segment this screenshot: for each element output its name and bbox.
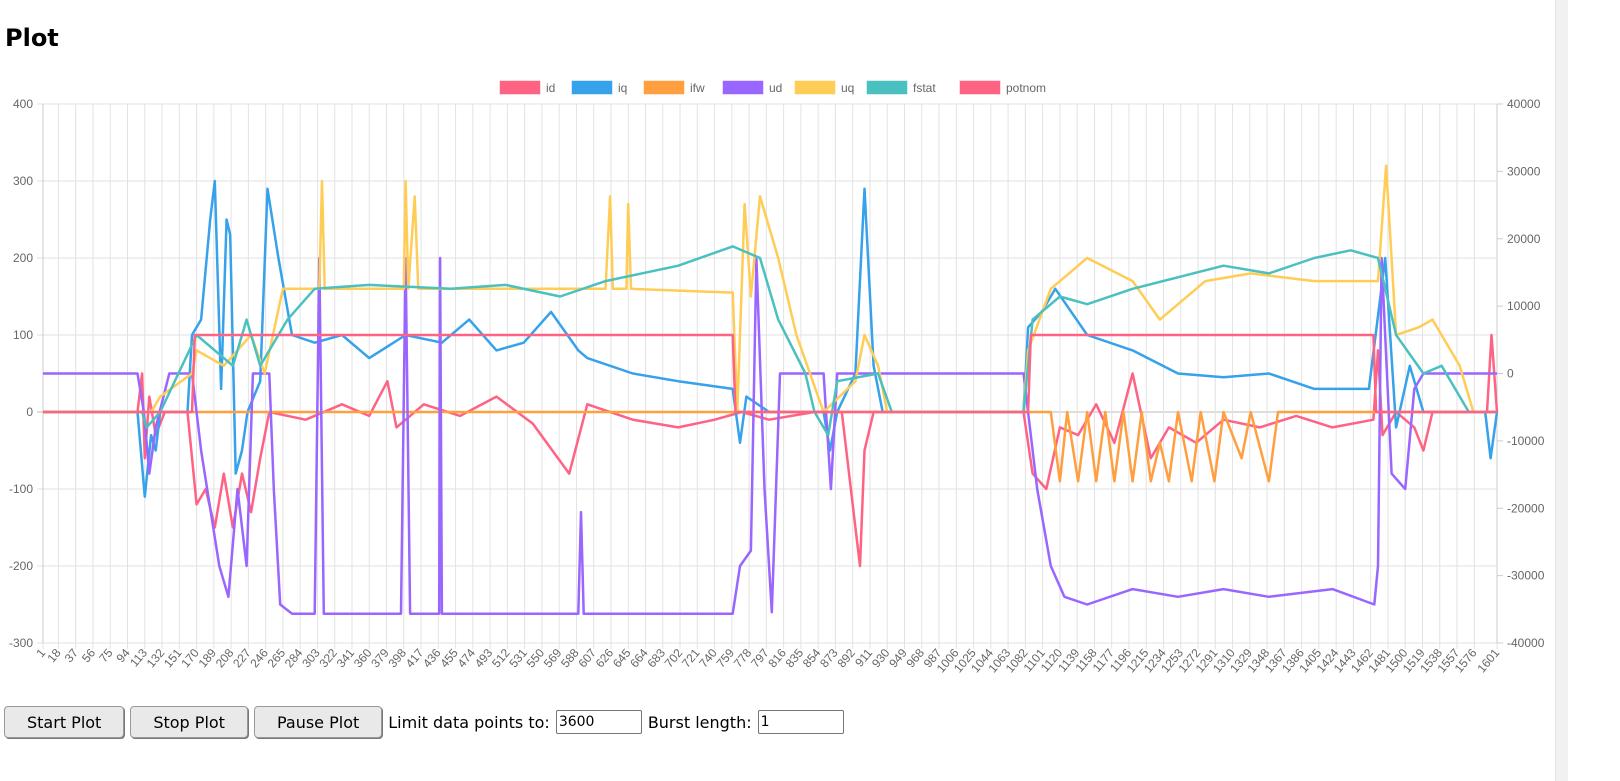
y-left-tick-label: 300 [13,174,33,188]
y-right-tick-label: -30000 [1507,569,1545,583]
burst-length-input[interactable] [757,710,844,734]
y-right-tick-label: 10000 [1507,299,1541,313]
y-left-tick-label: -200 [9,559,33,573]
legend-item-uq: uq [794,80,854,95]
legend-label: potnom [1006,81,1046,95]
y-left-tick-label: 200 [13,251,33,265]
chart-ticks: 400 300 200 100 0 -100 -200 -300 40000 30000 20000… [9,97,1545,675]
legend-label: ifw [690,81,705,95]
legend-label: uq [841,81,854,95]
legend-label: id [546,81,555,95]
legend-item-potnom: potnom [959,80,1046,95]
legend-item-iq: iq [571,80,627,95]
limit-data-points-label: Limit data points to: [388,712,550,732]
legend-swatch [643,80,685,95]
limit-data-points-input[interactable] [555,710,642,734]
legend-swatch [959,80,1001,95]
stop-plot-button[interactable]: Stop Plot [130,706,248,738]
y-left-tick-label: 0 [26,405,33,419]
series-line-uq [43,164,1497,414]
legend-item-id: id [499,80,555,95]
chart-legend: id iq ifw ud uq fstat potnom [499,80,1046,95]
x-tick-label: 18 [44,646,64,665]
chart-lines [43,164,1499,615]
series-line-ud [43,256,1497,615]
x-tick-label: 37 [62,646,82,665]
burst-length-label: Burst length: [647,712,752,732]
y-right-tick-label: -20000 [1507,501,1545,515]
legend-label: iq [618,81,627,95]
y-left-tick-label: -300 [9,636,33,650]
page-scrollbar[interactable] [1555,0,1568,781]
y-right-tick-label: 40000 [1507,97,1541,111]
plot-controls: Start Plot Stop Plot Pause Plot Limit da… [4,706,844,738]
y-right-tick-label: 0 [1507,367,1514,381]
x-tick-label: 56 [79,646,99,665]
y-right-tick-label: -40000 [1507,636,1545,650]
series-line-fstat [43,245,1497,437]
series-line-iq [43,179,1499,498]
y-left-tick-label: -100 [9,482,33,496]
series-line-id [43,333,1499,568]
start-plot-button[interactable]: Start Plot [4,706,125,738]
series-line-ifw [43,410,1497,483]
y-right-tick-label: -10000 [1507,434,1545,448]
y-right-tick-label: 20000 [1507,232,1541,246]
line-chart: id iq ifw ud uq fstat potnom 400 300 200 100 0 -100… [9,80,1545,675]
x-tick-label: 75 [96,646,116,665]
legend-label: ud [769,81,782,95]
legend-swatch [794,80,836,95]
x-tick-label: 1601 [1474,646,1502,676]
legend-label: fstat [913,81,936,95]
legend-item-ud: ud [722,80,782,95]
pause-plot-button[interactable]: Pause Plot [253,706,383,738]
y-right-tick-label: 30000 [1507,164,1541,178]
legend-swatch [722,80,764,95]
legend-swatch [499,80,541,95]
page-title: Plot [5,24,59,52]
legend-item-fstat: fstat [866,80,936,95]
y-left-tick-label: 100 [13,328,33,342]
legend-swatch [866,80,908,95]
legend-swatch [571,80,613,95]
legend-item-ifw: ifw [643,80,705,95]
series-line-potnom [43,333,1497,414]
y-left-tick-label: 400 [13,97,33,111]
